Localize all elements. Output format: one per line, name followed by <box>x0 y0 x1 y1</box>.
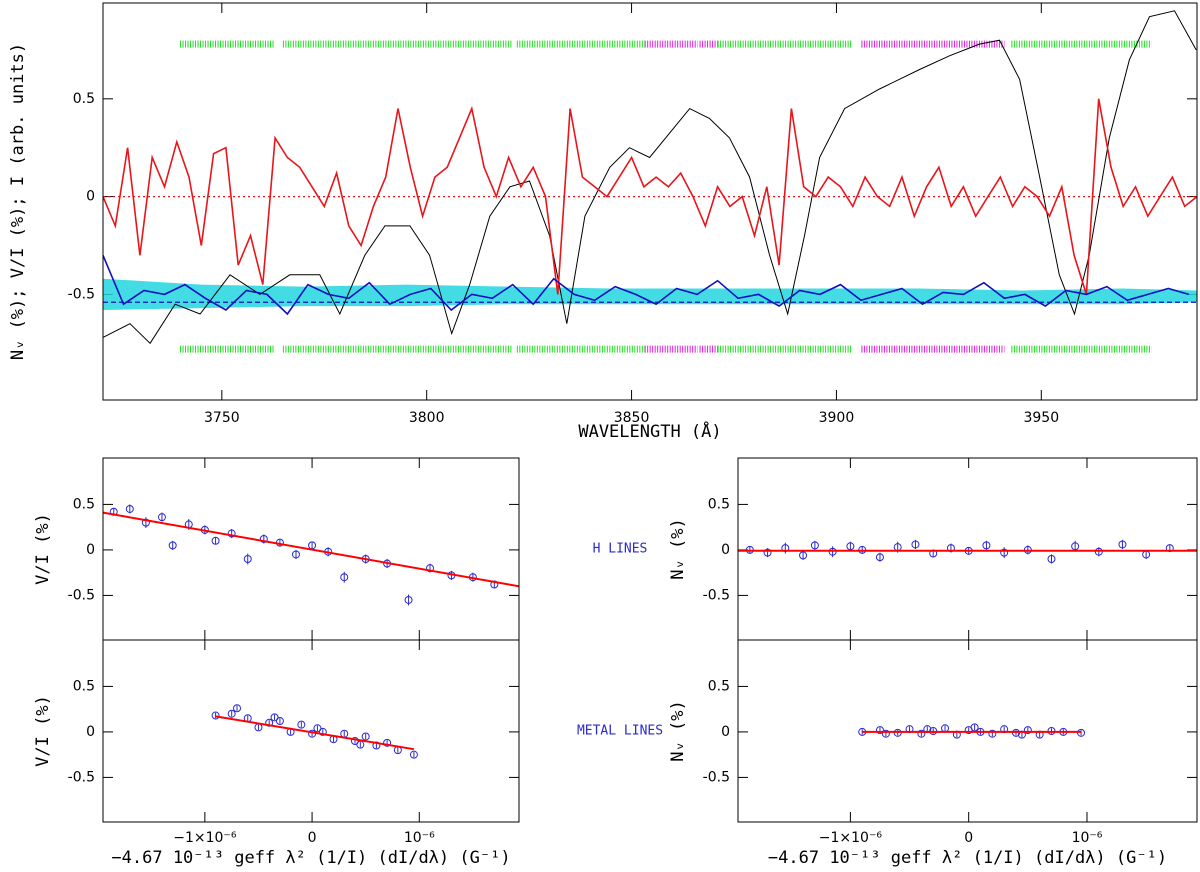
point <box>1047 555 1056 564</box>
point <box>846 542 855 551</box>
x-tick-label: 3800 <box>409 410 445 426</box>
y-tick-label: 0 <box>86 724 95 740</box>
point <box>340 573 349 582</box>
x-tick-label: 3850 <box>614 410 650 426</box>
point <box>383 738 392 747</box>
point <box>404 595 413 604</box>
point <box>1071 542 1080 551</box>
plot-frame <box>102 639 520 823</box>
data-line <box>103 98 1197 295</box>
x-tick-label: 0 <box>964 830 973 846</box>
plot-frame <box>102 2 1198 401</box>
point <box>763 548 772 557</box>
y-tick-label: -0.5 <box>68 587 95 603</box>
point <box>141 518 150 527</box>
point <box>911 540 920 549</box>
y-tick-label: 0.5 <box>73 678 95 694</box>
y-tick-label: 0 <box>721 724 730 740</box>
y-tick-label: -0.5 <box>703 587 730 603</box>
x-tick-label: −1×10⁻⁶ <box>819 830 883 846</box>
point <box>1118 540 1127 549</box>
point <box>227 529 236 538</box>
y-tick-label: 0.5 <box>708 496 730 512</box>
point <box>988 729 997 738</box>
point <box>409 750 418 759</box>
y-axis-label: Nᵥ (%) <box>668 700 688 761</box>
x-axis-label: WAVELENGTH (Å) <box>578 420 721 442</box>
y-tick-label: 0.5 <box>73 496 95 512</box>
x-tick-label: 0 <box>308 830 317 846</box>
point <box>970 723 979 732</box>
point <box>275 716 284 725</box>
y-tick-label: -0.5 <box>68 769 95 785</box>
x-tick-label: 3750 <box>204 410 240 426</box>
point <box>426 564 435 573</box>
point <box>799 551 808 560</box>
point <box>157 513 166 522</box>
y-axis-label: V/I (%) <box>33 513 53 585</box>
point <box>1000 548 1009 557</box>
point <box>810 541 819 550</box>
y-tick-label: 0 <box>721 542 730 558</box>
point <box>243 555 252 564</box>
y-tick-label: 0 <box>86 189 95 205</box>
point <box>1023 726 1032 735</box>
point <box>265 718 274 727</box>
point <box>297 720 306 729</box>
y-tick-label: 0.5 <box>708 678 730 694</box>
point <box>270 713 279 722</box>
y-tick-label: -0.5 <box>703 769 730 785</box>
y-tick-label: 0.5 <box>73 91 95 107</box>
point <box>125 504 134 513</box>
point <box>168 541 177 550</box>
y-axis-label: V/I (%) <box>33 695 53 767</box>
x-axis-label: −4.67 10⁻¹³ geff λ² (1/I) (dI/dλ) (G⁻¹) <box>111 848 510 868</box>
point <box>291 550 300 559</box>
plot-frame <box>737 639 1198 823</box>
x-tick-label: −1×10⁻⁶ <box>173 830 237 846</box>
x-tick-label: 3900 <box>819 410 855 426</box>
panel-label: H LINES <box>593 542 648 557</box>
point <box>917 729 926 738</box>
point <box>875 553 884 562</box>
plot-frame <box>737 457 1198 641</box>
y-axis-label: Nᵥ (%); V/I (%); I (arb. units) <box>8 43 28 360</box>
data-line <box>103 10 1197 345</box>
x-tick-label: 10⁻⁶ <box>1072 830 1103 846</box>
point <box>361 732 370 741</box>
point <box>313 724 322 733</box>
point <box>982 541 991 550</box>
fit-line <box>215 715 415 751</box>
point <box>875 726 884 735</box>
panel-label: METAL LINES <box>577 724 663 739</box>
point <box>881 729 890 738</box>
point <box>318 727 327 736</box>
point <box>233 704 242 713</box>
point <box>259 534 268 543</box>
point <box>211 711 220 720</box>
x-axis-label: −4.67 10⁻¹³ geff λ² (1/I) (dI/dλ) (G⁻¹) <box>768 848 1167 868</box>
y-tick-label: -0.5 <box>68 286 95 302</box>
point <box>211 536 220 545</box>
data-line <box>103 254 1190 316</box>
fit-line <box>103 511 519 588</box>
y-tick-label: 0 <box>86 542 95 558</box>
y-axis-label: Nᵥ (%) <box>668 518 688 579</box>
point <box>227 709 236 718</box>
x-tick-label: 10⁻⁶ <box>404 830 435 846</box>
x-tick-label: 3950 <box>1023 410 1059 426</box>
